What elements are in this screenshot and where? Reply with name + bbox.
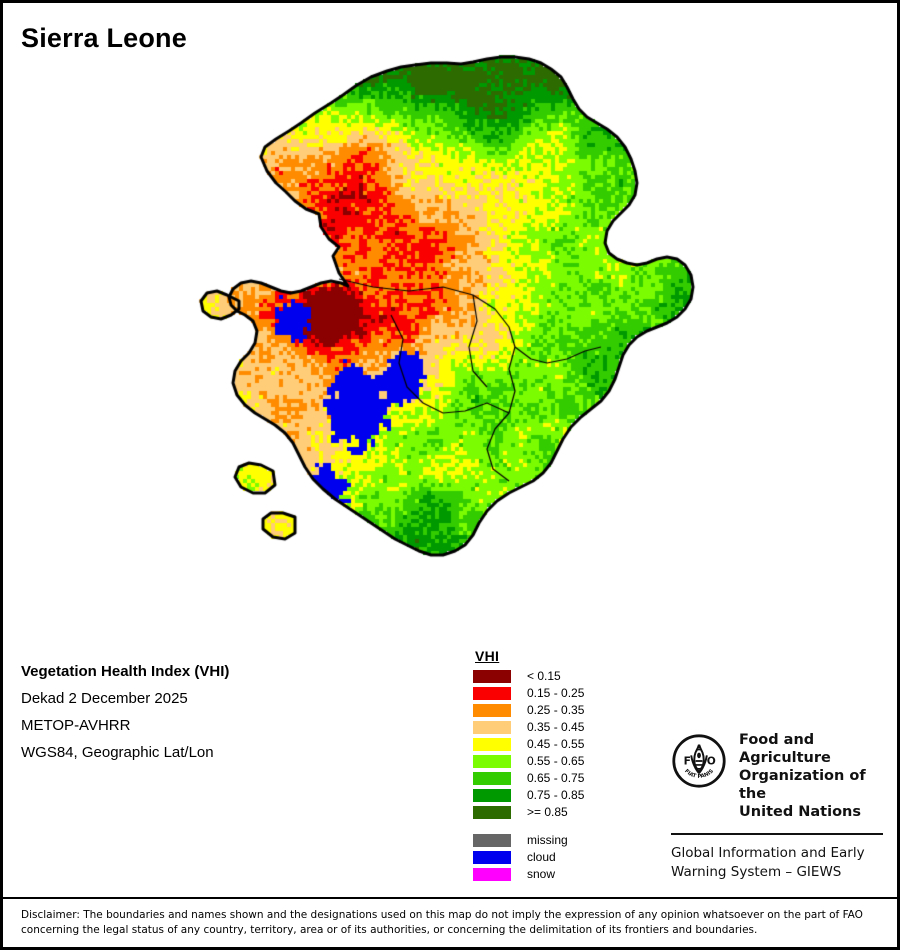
svg-text:A: A bbox=[695, 743, 703, 754]
fao-logo-icon: F A O FIAT PANIS bbox=[671, 733, 727, 789]
fao-organization-name: Food and Agriculture Organization of the… bbox=[739, 731, 891, 821]
giews-line-2: Warning System – GIEWS bbox=[671, 864, 842, 880]
legend-label: 0.45 - 0.55 bbox=[527, 737, 585, 751]
legend-title: VHI bbox=[475, 648, 500, 664]
legend-label: 0.55 - 0.65 bbox=[527, 754, 585, 768]
legend-class-row: 0.35 - 0.45 bbox=[473, 719, 643, 735]
legend-swatch bbox=[473, 771, 511, 785]
giews-system-name: Global Information and Early Warning Sys… bbox=[671, 844, 891, 882]
legend-swatch bbox=[473, 703, 511, 717]
legend-label: 0.75 - 0.85 bbox=[527, 788, 585, 802]
legend-swatch bbox=[473, 669, 511, 683]
legend-label: missing bbox=[527, 833, 568, 847]
legend-swatch bbox=[473, 754, 511, 768]
legend-label: >= 0.85 bbox=[527, 805, 568, 819]
metadata-projection: WGS84, Geographic Lat/Lon bbox=[21, 744, 214, 761]
giews-line-1: Global Information and Early bbox=[671, 845, 865, 861]
legend-class-row: < 0.15 bbox=[473, 668, 643, 684]
fao-org-line-1: Food and Agriculture bbox=[739, 732, 831, 766]
fao-branding: F A O FIAT PANIS Food and Agriculture Or… bbox=[671, 731, 891, 882]
legend-label: 0.15 - 0.25 bbox=[527, 686, 585, 700]
disclaimer-text: Disclaimer: The boundaries and names sho… bbox=[21, 909, 863, 936]
fao-org-line-2: Organization of the bbox=[739, 768, 866, 802]
svg-text:FIAT PANIS: FIAT PANIS bbox=[683, 768, 715, 780]
legend-label: 0.65 - 0.75 bbox=[527, 771, 585, 785]
legend-special-row: missing bbox=[473, 832, 643, 848]
legend-class-row: 0.65 - 0.75 bbox=[473, 770, 643, 786]
legend-swatch bbox=[473, 737, 511, 751]
legend-special-list: missing cloud snow bbox=[473, 832, 643, 882]
metadata-heading: Vegetation Health Index (VHI) bbox=[21, 663, 230, 680]
page-title: Sierra Leone bbox=[21, 23, 187, 53]
legend-label: < 0.15 bbox=[527, 669, 561, 683]
legend-special-row: snow bbox=[473, 866, 643, 882]
metadata-dekad: Dekad 2 December 2025 bbox=[21, 690, 188, 707]
legend-swatch bbox=[473, 850, 511, 864]
legend-label: cloud bbox=[527, 850, 556, 864]
legend-label: 0.35 - 0.45 bbox=[527, 720, 585, 734]
legend-swatch bbox=[473, 805, 511, 819]
legend: VHI < 0.15 0.15 - 0.25 0.25 - 0.35 0.35 - 0… bbox=[473, 648, 643, 883]
legend-swatch bbox=[473, 867, 511, 881]
legend-swatch bbox=[473, 788, 511, 802]
svg-text:O: O bbox=[707, 754, 716, 767]
legend-spacer bbox=[473, 821, 643, 832]
legend-swatch bbox=[473, 833, 511, 847]
legend-special-row: cloud bbox=[473, 849, 643, 865]
legend-class-row: 0.15 - 0.25 bbox=[473, 685, 643, 701]
fao-org-line-3: United Nations bbox=[739, 804, 861, 820]
legend-class-list: < 0.15 0.15 - 0.25 0.25 - 0.35 0.35 - 0.45 0… bbox=[473, 668, 643, 820]
legend-label: 0.25 - 0.35 bbox=[527, 703, 585, 717]
legend-class-row: 0.25 - 0.35 bbox=[473, 702, 643, 718]
legend-class-row: 0.55 - 0.65 bbox=[473, 753, 643, 769]
map-container[interactable] bbox=[143, 51, 763, 641]
legend-label: snow bbox=[527, 867, 556, 881]
legend-class-row: 0.75 - 0.85 bbox=[473, 787, 643, 803]
legend-swatch bbox=[473, 720, 511, 734]
legend-class-row: 0.45 - 0.55 bbox=[473, 736, 643, 752]
fao-header: F A O FIAT PANIS Food and Agriculture Or… bbox=[671, 731, 891, 821]
legend-class-row: >= 0.85 bbox=[473, 804, 643, 820]
svg-text:F: F bbox=[684, 754, 691, 767]
legend-swatch bbox=[473, 686, 511, 700]
map-metadata: Vegetation Health Index (VHI) Dekad 2 De… bbox=[21, 658, 441, 766]
metadata-sensor: METOP-AVHRR bbox=[21, 717, 131, 734]
disclaimer-divider bbox=[3, 897, 897, 899]
vhi-raster-map[interactable] bbox=[143, 51, 763, 641]
fao-divider bbox=[671, 833, 883, 835]
